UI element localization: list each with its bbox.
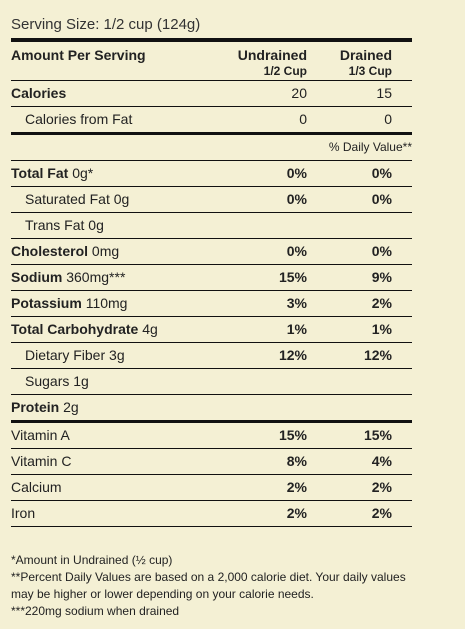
daily-value-heading-row: % Daily Value** xyxy=(11,135,412,161)
vitamin-undrained-dv: 8% xyxy=(286,453,307,469)
nutrient-drained-dv: 0% xyxy=(371,165,392,181)
nutrient-undrained-dv: 0% xyxy=(286,191,307,207)
calories-drained: 15 xyxy=(376,85,392,101)
nutrient-name: Cholesterol xyxy=(11,243,89,259)
column-drained-title: Drained xyxy=(339,47,392,63)
nutrient-undrained-dv: 1% xyxy=(286,321,307,337)
nutrient-row-trans-fat: Trans Fat 0g xyxy=(11,213,412,239)
nutrient-undrained-dv: 15% xyxy=(278,269,307,285)
nutrient-name: Dietary Fiber xyxy=(25,347,106,363)
vitamin-undrained-dv: 2% xyxy=(286,505,307,521)
vitamin-undrained-dv: 2% xyxy=(286,479,307,495)
nutrient-row-saturated-fat: Saturated Fat 0g 0% 0% xyxy=(11,187,412,213)
vitamin-row-vitamin-c: Vitamin C 8% 4% xyxy=(11,449,412,475)
nutrient-row-dietary-fiber: Dietary Fiber 3g 12% 12% xyxy=(11,343,412,369)
vitamin-drained-dv: 15% xyxy=(363,427,392,443)
nutrient-row-protein: Protein 2g xyxy=(11,395,412,423)
vitamin-undrained-dv: 15% xyxy=(278,427,307,443)
nutrient-undrained-dv: 3% xyxy=(286,295,307,311)
nutrient-amount: 0g xyxy=(88,217,104,233)
nutrient-amount: 2g xyxy=(63,399,79,415)
vitamin-name: Vitamin A xyxy=(11,427,70,443)
table-header: Amount Per Serving Undrained 1/2 Cup Dra… xyxy=(11,42,412,81)
calories-row: Calories 20 15 xyxy=(11,81,412,107)
nutrient-drained-dv: 2% xyxy=(371,295,392,311)
column-undrained-header: Undrained 1/2 Cup xyxy=(238,47,307,79)
nutrient-amount: 0g xyxy=(113,191,130,207)
daily-value-heading: % Daily Value** xyxy=(328,140,412,154)
nutrient-amount: 360mg*** xyxy=(66,269,126,285)
nutrient-name: Potassium xyxy=(11,295,82,311)
nutrient-row-potassium: Potassium 110mg 3% 2% xyxy=(11,291,412,317)
calories-from-fat-row: Calories from Fat 0 0 xyxy=(11,107,412,135)
nutrient-name: Protein xyxy=(11,399,60,415)
nutrient-row-total-fat: Total Fat 0g* 0% 0% xyxy=(11,161,412,187)
vitamin-name: Calcium xyxy=(11,479,62,495)
vitamin-drained-dv: 2% xyxy=(371,479,392,495)
calories-from-fat-drained: 0 xyxy=(384,111,392,127)
column-undrained-sub: 1/2 Cup xyxy=(263,64,307,78)
column-drained-header: Drained 1/3 Cup xyxy=(340,47,392,79)
nutrient-row-cholesterol: Cholesterol 0mg 0% 0% xyxy=(11,239,412,265)
vitamin-name: Iron xyxy=(11,505,36,521)
nutrient-row-sugars: Sugars 1g xyxy=(11,369,412,395)
nutrient-name: Sodium xyxy=(11,269,63,285)
nutrient-name: Trans Fat xyxy=(25,217,85,233)
footnote-daily-values: **Percent Daily Values are based on a 2,… xyxy=(11,570,406,601)
nutrient-drained-dv: 9% xyxy=(371,269,392,285)
vitamin-name: Vitamin C xyxy=(11,453,72,469)
nutrient-name: Total Carbohydrate xyxy=(11,321,139,337)
column-undrained-title: Undrained xyxy=(237,47,307,63)
calories-label: Calories xyxy=(11,85,67,101)
nutrient-name: Saturated Fat xyxy=(25,191,110,207)
vitamin-row-calcium: Calcium 2% 2% xyxy=(11,475,412,501)
serving-size: Serving Size: 1/2 cup (124g) xyxy=(11,16,201,33)
nutrient-drained-dv: 0% xyxy=(371,243,392,259)
nutrient-name: Total Fat xyxy=(11,165,69,181)
vitamin-drained-dv: 4% xyxy=(371,453,392,469)
calories-undrained: 20 xyxy=(291,85,307,101)
nutrient-amount: 3g xyxy=(109,347,125,363)
nutrient-amount: 0mg xyxy=(91,243,120,259)
nutrient-amount: 1g xyxy=(73,373,89,389)
nutrient-drained-dv: 1% xyxy=(371,321,392,337)
calories-from-fat-undrained: 0 xyxy=(299,111,307,127)
nutrition-table: Amount Per Serving Undrained 1/2 Cup Dra… xyxy=(11,38,412,527)
nutrient-amount: 0g* xyxy=(72,165,94,181)
nutrient-undrained-dv: 0% xyxy=(286,243,307,259)
nutrient-name: Sugars xyxy=(25,373,70,389)
amount-per-serving-label: Amount Per Serving xyxy=(11,47,146,63)
column-drained-sub: 1/3 Cup xyxy=(348,64,392,78)
nutrient-amount: 110mg xyxy=(85,295,128,311)
footnotes: *Amount in Undrained (½ cup) **Percent D… xyxy=(11,552,421,620)
nutrient-row-total-carbohydrate: Total Carbohydrate 4g 1% 1% xyxy=(11,317,412,343)
vitamin-drained-dv: 2% xyxy=(371,505,392,521)
calories-from-fat-label: Calories from Fat xyxy=(25,111,133,127)
vitamin-row-iron: Iron 2% 2% xyxy=(11,501,412,527)
nutrient-row-sodium: Sodium 360mg*** 15% 9% xyxy=(11,265,412,291)
footnote-sodium: ***220mg sodium when drained xyxy=(11,604,180,618)
nutrient-drained-dv: 0% xyxy=(371,191,392,207)
nutrient-drained-dv: 12% xyxy=(363,347,392,363)
nutrient-undrained-dv: 12% xyxy=(278,347,307,363)
nutrient-undrained-dv: 0% xyxy=(286,165,307,181)
vitamin-row-vitamin-a: Vitamin A 15% 15% xyxy=(11,423,412,449)
nutrient-amount: 4g xyxy=(142,321,158,337)
footnote-amount: *Amount in Undrained (½ cup) xyxy=(11,553,173,567)
